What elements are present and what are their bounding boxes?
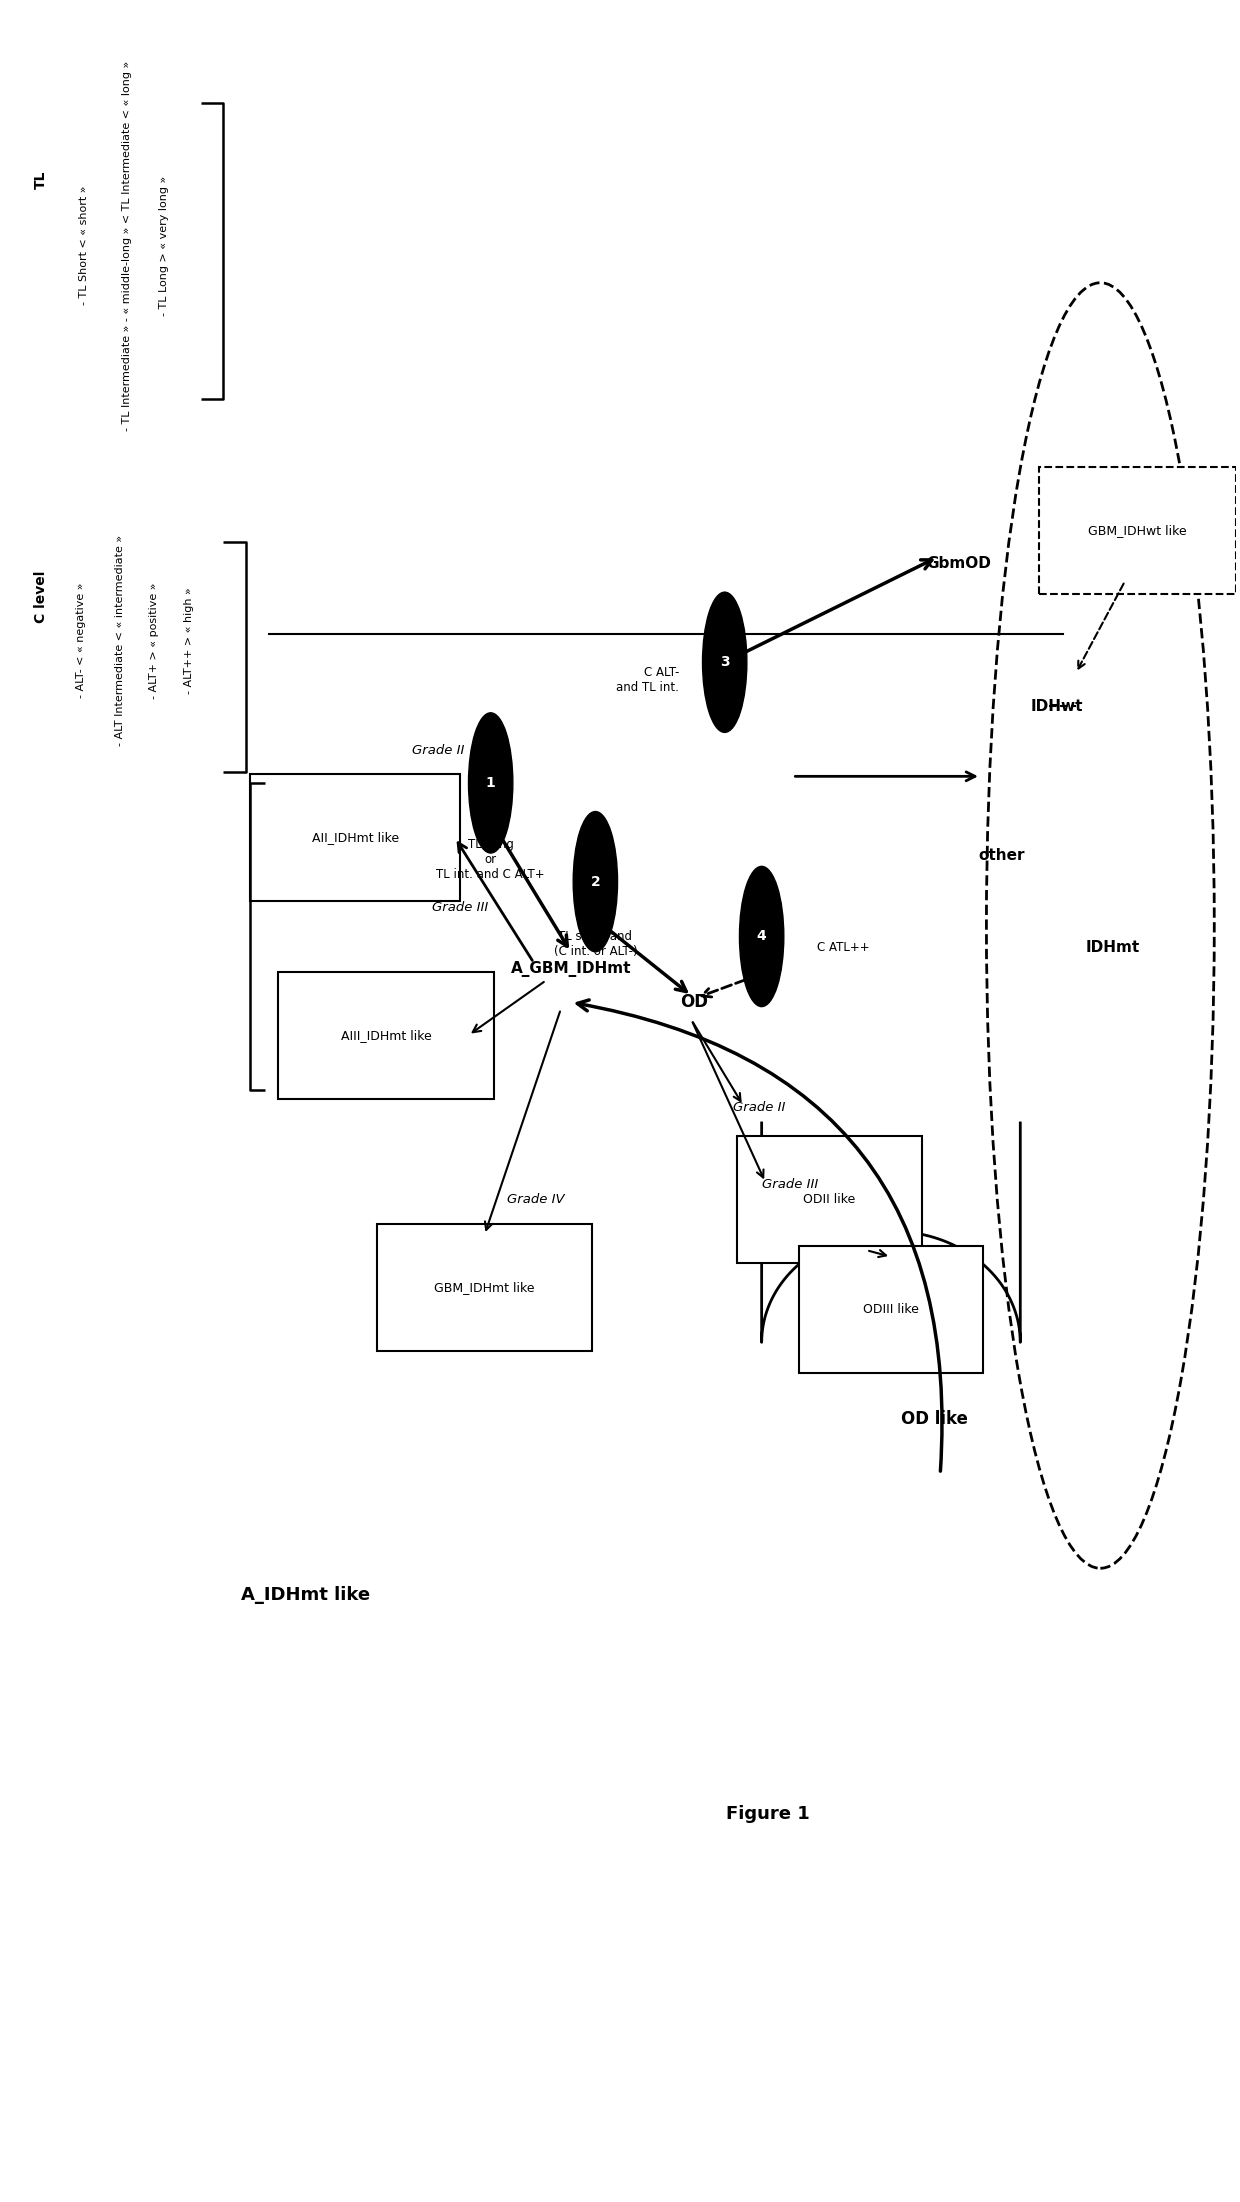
Text: TL Long
or
TL int. and C ALT+: TL Long or TL int. and C ALT+ [436, 837, 546, 881]
FancyBboxPatch shape [1039, 467, 1236, 595]
Ellipse shape [573, 813, 618, 951]
Text: Grade IV: Grade IV [507, 1193, 565, 1207]
Text: IDHwt: IDHwt [1030, 698, 1084, 713]
Text: - ALT+ > « positive »: - ALT+ > « positive » [150, 581, 160, 698]
Text: TL short and
(C int. or ALT-): TL short and (C int. or ALT-) [553, 929, 637, 958]
Text: 1: 1 [486, 775, 496, 791]
Text: AIII_IDHmt like: AIII_IDHmt like [341, 1028, 432, 1042]
Text: Figure 1: Figure 1 [725, 1806, 810, 1823]
Text: AII_IDHmt like: AII_IDHmt like [311, 832, 399, 843]
Text: 3: 3 [720, 656, 729, 669]
Text: A_IDHmt like: A_IDHmt like [242, 1585, 371, 1603]
Text: 4: 4 [756, 929, 766, 942]
Text: A_GBM_IDHmt: A_GBM_IDHmt [511, 962, 631, 978]
Ellipse shape [469, 713, 513, 852]
Text: GbmOD: GbmOD [926, 557, 991, 570]
Text: OD: OD [680, 993, 708, 1011]
Text: GBM_IDHmt like: GBM_IDHmt like [434, 1282, 534, 1295]
Text: ODII like: ODII like [804, 1193, 856, 1207]
Text: C level: C level [35, 570, 48, 623]
FancyBboxPatch shape [737, 1136, 921, 1264]
Text: ODIII like: ODIII like [863, 1304, 919, 1317]
Text: Grade II: Grade II [733, 1101, 785, 1114]
FancyBboxPatch shape [377, 1224, 593, 1352]
Text: - ALT- < « negative »: - ALT- < « negative » [76, 584, 86, 698]
FancyBboxPatch shape [278, 971, 494, 1099]
Text: C ATL++: C ATL++ [817, 940, 869, 953]
Text: - TL Intermediate » - « middle-long » < TL Intermediate < « long »: - TL Intermediate » - « middle-long » < … [123, 59, 133, 432]
Text: Grade III: Grade III [761, 1178, 818, 1191]
Ellipse shape [739, 865, 784, 1006]
FancyBboxPatch shape [799, 1246, 983, 1374]
Text: IDHmt: IDHmt [1085, 940, 1140, 956]
Text: TL: TL [35, 170, 48, 189]
Text: Grade III: Grade III [432, 901, 489, 914]
Ellipse shape [703, 592, 746, 733]
Text: - ALT Intermediate < « intermediate »: - ALT Intermediate < « intermediate » [115, 535, 125, 746]
Text: OD like: OD like [900, 1409, 967, 1429]
Text: Grade II: Grade II [412, 744, 464, 757]
Text: 2: 2 [590, 874, 600, 890]
FancyBboxPatch shape [250, 775, 460, 901]
Text: - TL Long > « very long »: - TL Long > « very long » [159, 176, 170, 315]
FancyArrowPatch shape [578, 1000, 942, 1471]
Text: - TL Short < « short »: - TL Short < « short » [79, 185, 89, 306]
Text: GBM_IDHwt like: GBM_IDHwt like [1087, 524, 1187, 537]
Text: - ALT++ > « high »: - ALT++ > « high » [184, 588, 193, 694]
Text: other: other [978, 848, 1025, 863]
Text: C ALT-
and TL int.: C ALT- and TL int. [616, 665, 680, 694]
